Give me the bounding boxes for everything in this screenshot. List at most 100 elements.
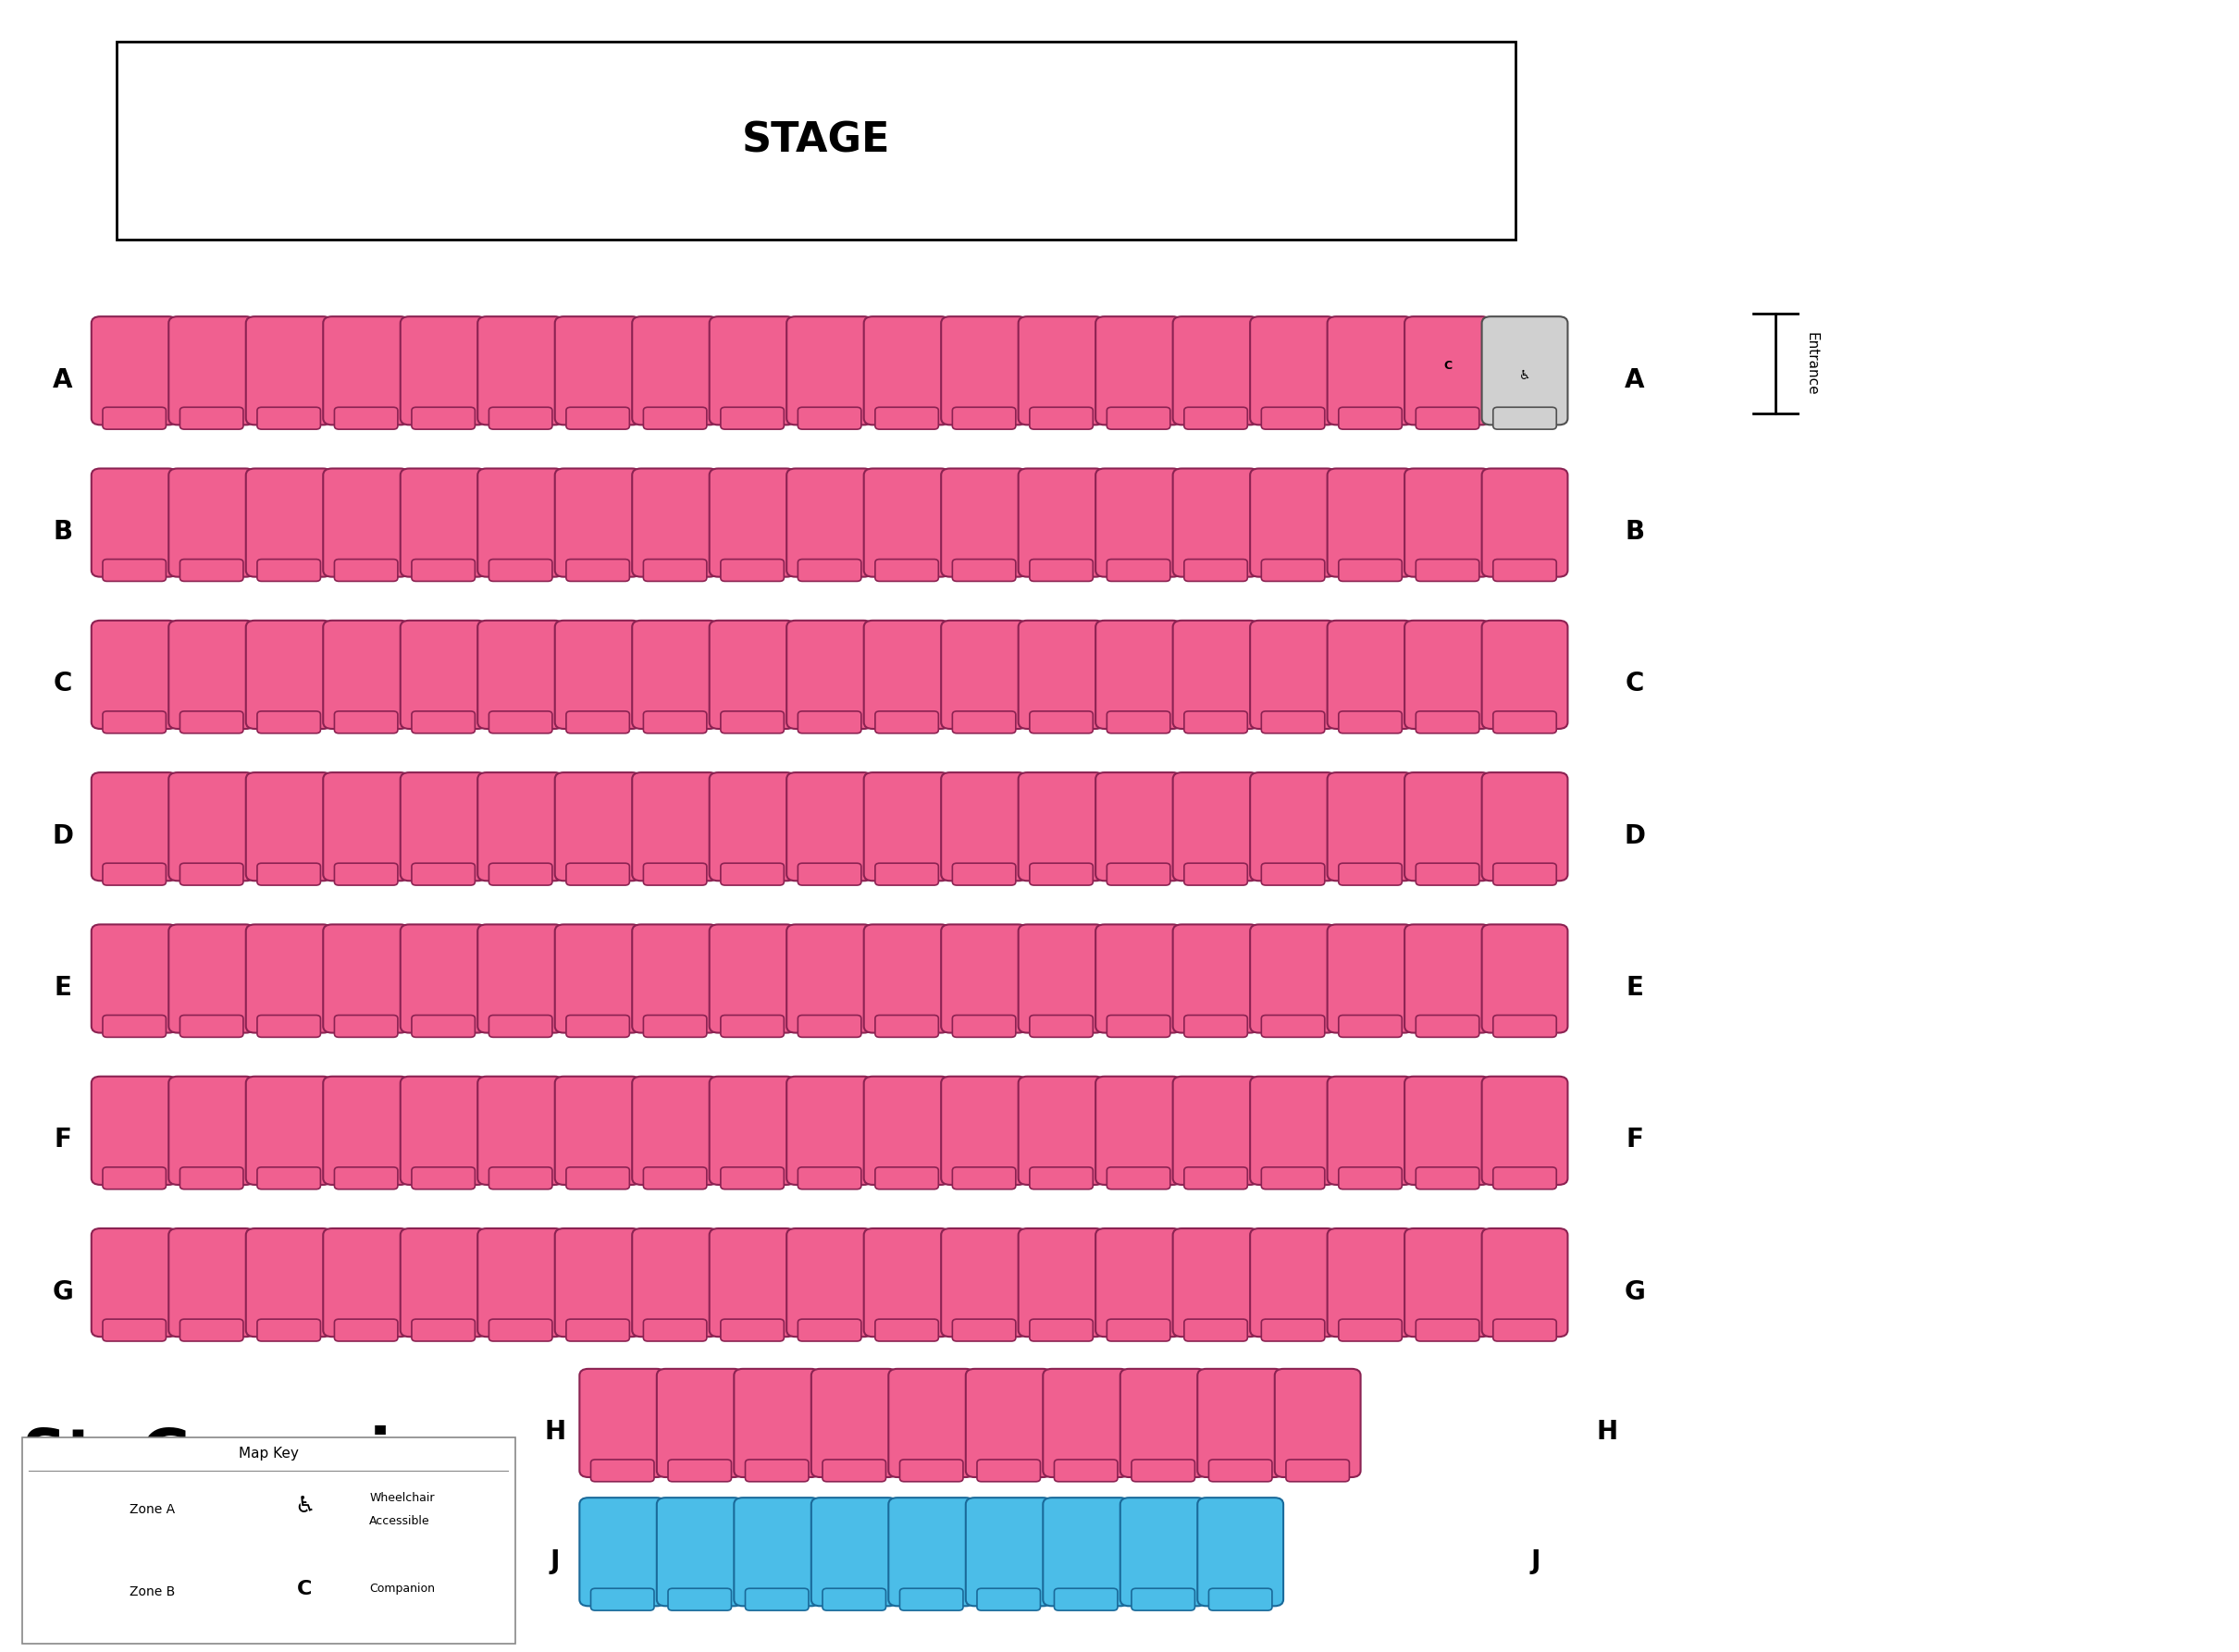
Text: E: E (1626, 975, 1643, 1001)
FancyBboxPatch shape (1482, 621, 1567, 729)
FancyBboxPatch shape (36, 1548, 99, 1624)
FancyBboxPatch shape (1184, 712, 1247, 733)
FancyBboxPatch shape (811, 1370, 898, 1477)
FancyBboxPatch shape (1261, 560, 1325, 582)
FancyBboxPatch shape (477, 317, 564, 425)
FancyBboxPatch shape (1173, 773, 1258, 881)
FancyBboxPatch shape (1095, 1077, 1182, 1184)
FancyBboxPatch shape (940, 1229, 1028, 1336)
FancyBboxPatch shape (488, 1016, 553, 1037)
FancyBboxPatch shape (1328, 469, 1413, 577)
FancyBboxPatch shape (555, 773, 640, 881)
FancyBboxPatch shape (940, 469, 1028, 577)
FancyBboxPatch shape (322, 1077, 410, 1184)
FancyBboxPatch shape (179, 712, 244, 733)
FancyBboxPatch shape (631, 621, 719, 729)
Text: Entrance: Entrance (1805, 332, 1818, 395)
FancyBboxPatch shape (875, 1320, 938, 1341)
FancyBboxPatch shape (822, 1460, 887, 1482)
FancyBboxPatch shape (1339, 408, 1402, 430)
FancyBboxPatch shape (631, 469, 719, 577)
FancyBboxPatch shape (976, 1589, 1041, 1611)
FancyBboxPatch shape (643, 1320, 708, 1341)
FancyBboxPatch shape (656, 1498, 743, 1606)
FancyBboxPatch shape (1173, 317, 1258, 425)
FancyBboxPatch shape (721, 560, 784, 582)
FancyBboxPatch shape (1184, 408, 1247, 430)
FancyBboxPatch shape (334, 560, 399, 582)
Bar (116, 41, 1516, 240)
FancyBboxPatch shape (168, 1077, 255, 1184)
FancyBboxPatch shape (179, 1016, 244, 1037)
FancyBboxPatch shape (179, 560, 244, 582)
FancyBboxPatch shape (900, 1460, 963, 1482)
FancyBboxPatch shape (334, 712, 399, 733)
FancyBboxPatch shape (710, 925, 795, 1032)
FancyBboxPatch shape (710, 1229, 795, 1336)
FancyBboxPatch shape (488, 712, 553, 733)
FancyBboxPatch shape (1173, 925, 1258, 1032)
FancyBboxPatch shape (92, 469, 177, 577)
FancyBboxPatch shape (1482, 1229, 1567, 1336)
Text: C: C (298, 1579, 311, 1597)
FancyBboxPatch shape (1404, 469, 1491, 577)
FancyBboxPatch shape (246, 1229, 331, 1336)
FancyBboxPatch shape (952, 712, 1017, 733)
FancyBboxPatch shape (36, 1465, 99, 1541)
FancyBboxPatch shape (1261, 1016, 1325, 1037)
FancyBboxPatch shape (746, 1460, 808, 1482)
FancyBboxPatch shape (1131, 1460, 1196, 1482)
FancyBboxPatch shape (940, 1077, 1028, 1184)
FancyBboxPatch shape (92, 925, 177, 1032)
FancyBboxPatch shape (1482, 317, 1567, 425)
FancyBboxPatch shape (103, 560, 166, 582)
FancyBboxPatch shape (103, 1168, 166, 1189)
FancyBboxPatch shape (334, 1016, 399, 1037)
FancyBboxPatch shape (401, 1077, 486, 1184)
FancyBboxPatch shape (1339, 560, 1402, 582)
FancyBboxPatch shape (22, 1437, 515, 1644)
FancyBboxPatch shape (1030, 1016, 1093, 1037)
FancyBboxPatch shape (1030, 560, 1093, 582)
FancyBboxPatch shape (92, 1229, 177, 1336)
FancyBboxPatch shape (1482, 773, 1567, 881)
FancyBboxPatch shape (92, 621, 177, 729)
FancyBboxPatch shape (710, 469, 795, 577)
Text: STAGE: STAGE (741, 121, 891, 160)
FancyBboxPatch shape (412, 1168, 475, 1189)
FancyBboxPatch shape (555, 925, 640, 1032)
FancyBboxPatch shape (168, 1229, 255, 1336)
FancyBboxPatch shape (1198, 1370, 1283, 1477)
FancyBboxPatch shape (412, 1016, 475, 1037)
FancyBboxPatch shape (1043, 1498, 1128, 1606)
FancyBboxPatch shape (797, 864, 862, 885)
FancyBboxPatch shape (811, 1498, 898, 1606)
FancyBboxPatch shape (1095, 469, 1182, 577)
FancyBboxPatch shape (1019, 773, 1104, 881)
Text: C: C (1444, 360, 1451, 372)
FancyBboxPatch shape (257, 408, 320, 430)
FancyBboxPatch shape (488, 560, 553, 582)
FancyBboxPatch shape (246, 773, 331, 881)
FancyBboxPatch shape (257, 712, 320, 733)
FancyBboxPatch shape (1120, 1498, 1207, 1606)
FancyBboxPatch shape (864, 925, 949, 1032)
FancyBboxPatch shape (797, 712, 862, 733)
FancyBboxPatch shape (786, 1229, 873, 1336)
FancyBboxPatch shape (1184, 1016, 1247, 1037)
FancyBboxPatch shape (477, 925, 564, 1032)
FancyBboxPatch shape (1404, 1077, 1491, 1184)
FancyBboxPatch shape (643, 1016, 708, 1037)
FancyBboxPatch shape (710, 621, 795, 729)
FancyBboxPatch shape (566, 712, 629, 733)
FancyBboxPatch shape (786, 1077, 873, 1184)
FancyBboxPatch shape (1249, 1077, 1337, 1184)
Text: J: J (1531, 1548, 1540, 1574)
FancyBboxPatch shape (1339, 712, 1402, 733)
Text: C: C (1626, 671, 1643, 697)
FancyBboxPatch shape (643, 1168, 708, 1189)
FancyBboxPatch shape (643, 408, 708, 430)
FancyBboxPatch shape (1482, 1077, 1567, 1184)
Text: F: F (1626, 1127, 1643, 1153)
FancyBboxPatch shape (1415, 408, 1480, 430)
